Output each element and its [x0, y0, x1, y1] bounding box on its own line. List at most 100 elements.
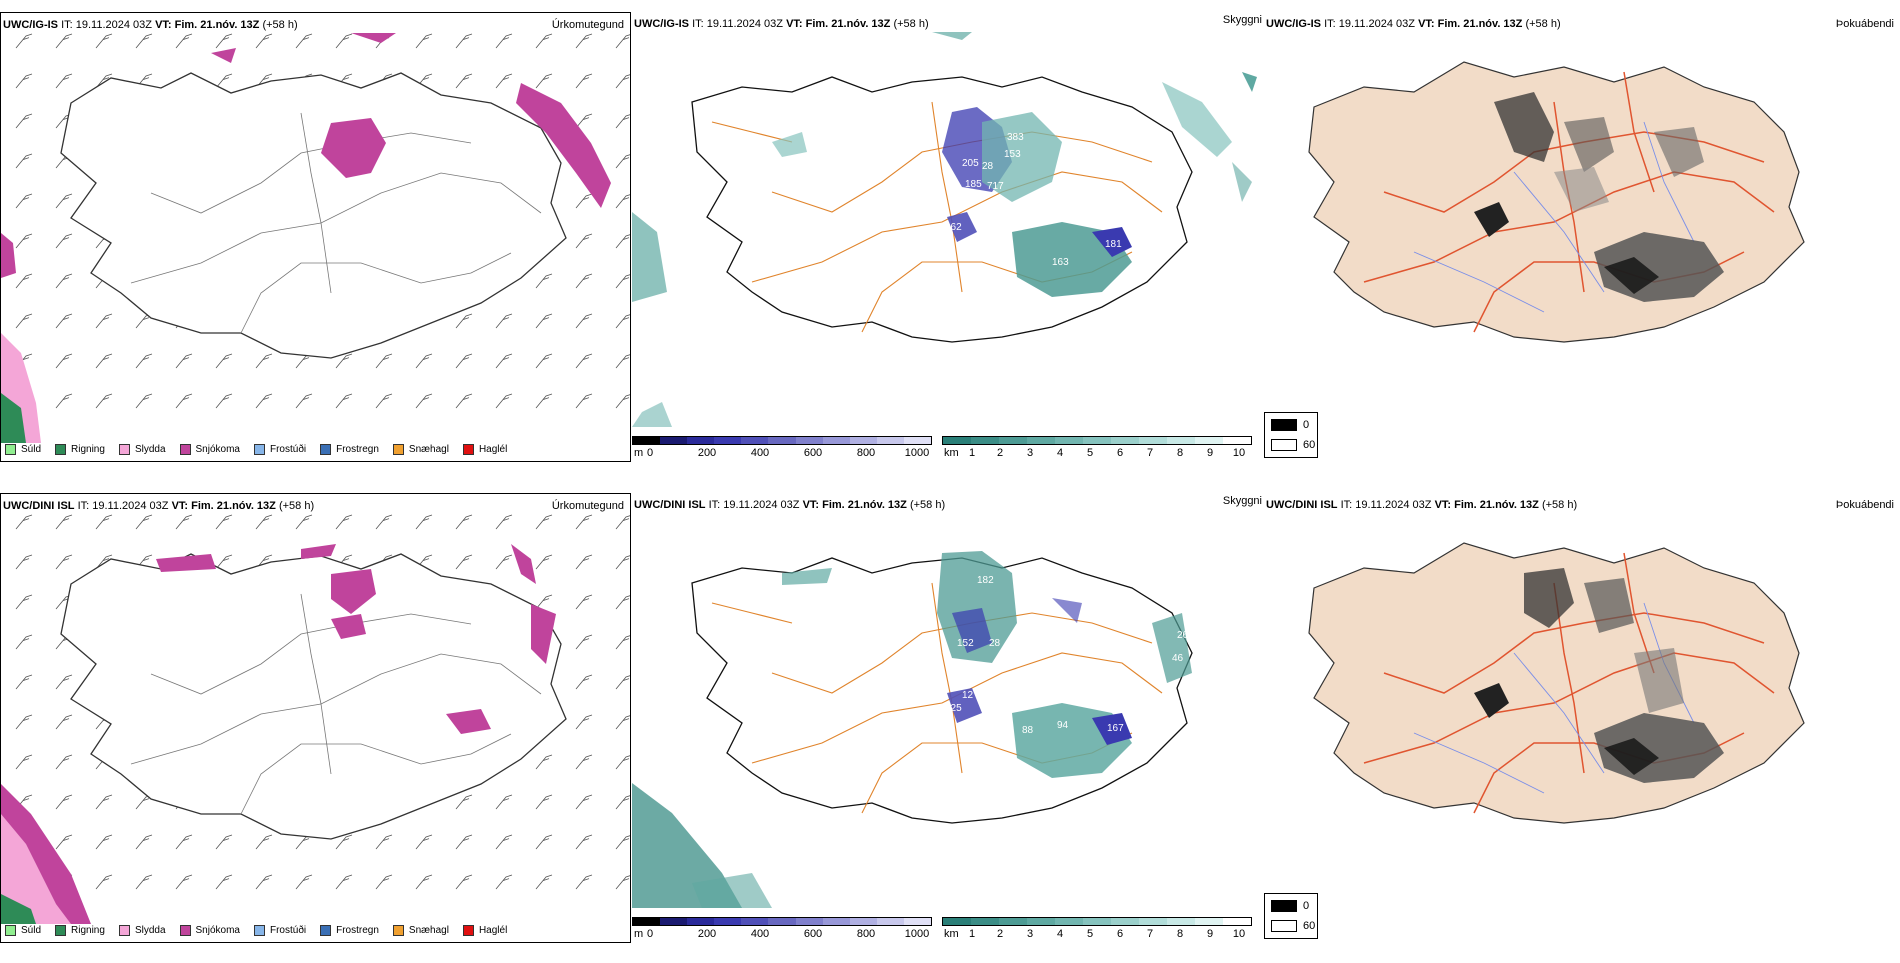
legend-label: Súld [21, 444, 42, 455]
legend-label: Snæhagl [408, 444, 449, 455]
it-label: IT: [61, 19, 73, 31]
visibility-panel: UWC/DINI ISL IT: 19.11.2024 03Z VT: Fim.… [632, 493, 1262, 958]
wind-barb [175, 874, 193, 890]
wind-barb [575, 634, 593, 650]
fog-legend-label: 60 [1303, 439, 1316, 451]
legend-label: Snæhagl [408, 925, 449, 936]
vt-value: Fim. 21.nóv. 13Z [1437, 18, 1523, 30]
it-value: 19.11.2024 03Z [1355, 499, 1432, 511]
legend-swatch [179, 925, 191, 936]
legend-label: Haglél [478, 925, 508, 936]
cloud-base-label: 28 [982, 161, 994, 172]
model-name: UWC/DINI ISL [634, 499, 706, 511]
legend-swatch [462, 925, 474, 936]
legend-label: Rigning [71, 925, 105, 936]
model-name: UWC/IG-IS [634, 18, 689, 30]
cloud-base-label: 163 [1052, 257, 1069, 268]
ceiling-ticks: m 0 200 400 600 800 1000 [632, 928, 932, 942]
precip-type-panel: UWC/IG-IS IT: 19.11.2024 03Z VT: Fim. 21… [0, 12, 631, 462]
wind-barb [615, 755, 630, 770]
wind-barb [615, 194, 630, 209]
lead-time: (+58 h) [1525, 18, 1561, 30]
wind-barb [175, 353, 193, 369]
legend-swatch [5, 925, 16, 936]
wind-barb [55, 794, 73, 810]
model-name: UWC/DINI ISL [1266, 499, 1338, 511]
wind-barb [215, 874, 233, 890]
wind-barb [535, 594, 553, 610]
wind-barb [215, 514, 233, 530]
wind-barb [455, 514, 473, 530]
wind-barb [135, 353, 153, 369]
wind-barb [615, 715, 630, 730]
vt-label: VT: [171, 500, 189, 512]
wind-barb [615, 34, 630, 49]
wind-barb [575, 714, 593, 730]
wind-barb [375, 393, 393, 409]
visibility-colorbar: km 1 2 3 4 5 6 7 8 9 10 [942, 917, 1252, 942]
wind-barb [55, 353, 73, 369]
wind-barb [15, 313, 33, 329]
wind-barb [495, 393, 513, 409]
legend-item-snaehagl: Snæhagl [392, 925, 449, 936]
wind-barb [255, 33, 273, 49]
precip-legend: Súld Rigning Slydda Snjókoma Frostúði Fr… [5, 925, 507, 936]
legend-label: Frostúði [269, 444, 307, 455]
legend-swatch [462, 444, 474, 455]
vt-label: VT: [1418, 18, 1435, 30]
cloud-base-label: 717 [987, 181, 1004, 192]
wind-barb [135, 834, 153, 850]
wind-barb [575, 754, 593, 770]
vt-label: VT: [155, 19, 172, 31]
wind-barb [295, 393, 313, 409]
wind-barb [495, 874, 513, 890]
vt-value: Fim. 21.nóv. 13Z [174, 19, 260, 31]
wind-barb [175, 33, 193, 49]
legend-item-snjokoma: Snjókoma [179, 444, 240, 455]
visibility-tick: 2 [996, 928, 1004, 940]
wind-barb [415, 393, 433, 409]
wind-barb [495, 514, 513, 530]
legend-swatch [253, 925, 265, 936]
cloud-base-label: 88 [1022, 725, 1034, 736]
ceiling-tick: 200 [697, 928, 717, 940]
wind-barb [495, 313, 513, 329]
wind-barb [415, 834, 433, 850]
fog-indicator-panel: UWC/DINI ISL IT: 19.11.2024 03Z VT: Fim.… [1264, 493, 1900, 958]
visibility-tick: 9 [1206, 928, 1214, 940]
it-value: 19.11.2024 03Z [75, 19, 152, 31]
wind-barb [335, 33, 353, 49]
legend-label: Snjókoma [195, 444, 240, 455]
visibility-tick: 5 [1086, 447, 1094, 459]
fog-map [1308, 61, 1805, 343]
it-label: IT: [708, 499, 721, 511]
wind-barb [135, 514, 153, 530]
wind-barb [95, 33, 113, 49]
wind-barb [615, 675, 630, 690]
legend-swatch [320, 925, 332, 936]
legend-item-frostregn: Frostregn [320, 925, 379, 936]
legend-label: Frostregn [336, 444, 379, 455]
wind-barb [615, 515, 630, 530]
legend-swatch [253, 444, 265, 455]
fog-legend-label: 0 [1303, 419, 1310, 431]
wind-barb [455, 834, 473, 850]
ceiling-tick: 1000 [904, 447, 930, 459]
fog-legend: 0 60 [1264, 893, 1318, 939]
wind-barb [615, 154, 630, 169]
wind-barb [535, 33, 553, 49]
visibility-colorbar: km 1 2 3 4 5 6 7 8 9 10 [942, 436, 1252, 461]
legend-label: Rigning [71, 444, 105, 455]
wind-barb [575, 193, 593, 209]
wind-barb [575, 73, 593, 89]
wind-barb [615, 875, 630, 890]
cloud-base-label: 182 [977, 575, 994, 586]
wind-barb [575, 794, 593, 810]
visibility-colorbar-strip [942, 436, 1252, 445]
legend-item-rigning: Rigning [55, 444, 105, 455]
wind-barb [55, 514, 73, 530]
cloud-base-labels: 182 152 28 125 12 50 88 94 167 26 46 [945, 575, 1189, 736]
ceiling-tick: 800 [856, 928, 876, 940]
legend-label: Frostúði [269, 925, 307, 936]
legend-swatch [392, 925, 404, 936]
